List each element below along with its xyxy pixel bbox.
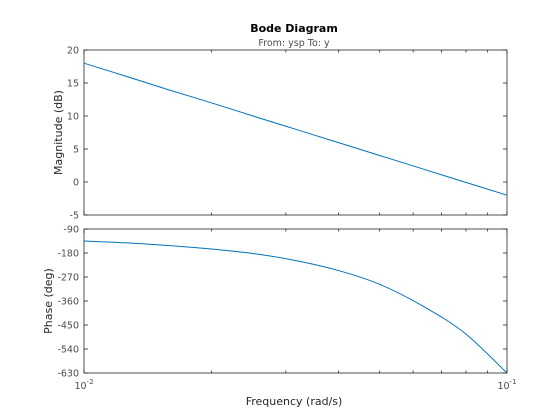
phase-y-axis-label: Phase (deg) bbox=[42, 268, 55, 334]
magnitude-series-line bbox=[83, 62, 508, 196]
magnitude-plot-area bbox=[83, 49, 508, 216]
phase-plot-area bbox=[83, 228, 508, 374]
chart-title: Bode Diagram bbox=[250, 22, 338, 35]
magnitude-y-tick-label: 0 bbox=[73, 178, 79, 189]
phase-series-line bbox=[83, 240, 508, 374]
phase-y-tick-label: -180 bbox=[57, 249, 79, 260]
x-tick-label: 10-1 bbox=[497, 378, 516, 392]
magnitude-y-tick-label: 5 bbox=[73, 145, 79, 156]
x-tick-label-base: 10 bbox=[74, 381, 86, 392]
x-tick-label-exponent: -2 bbox=[87, 378, 94, 386]
magnitude-y-tick-label: 15 bbox=[67, 79, 79, 90]
x-tick-label-base: 10 bbox=[497, 381, 509, 392]
x-axis-label: Frequency (rad/s) bbox=[246, 395, 343, 408]
phase-y-tick-label: -270 bbox=[57, 273, 79, 284]
phase-y-tick-label: -540 bbox=[57, 345, 79, 356]
chart-subtitle: From: ysp To: y bbox=[258, 38, 330, 49]
magnitude-y-tick-label: 20 bbox=[67, 46, 79, 57]
phase-y-tick-label: -90 bbox=[63, 225, 79, 236]
phase-y-tick-label: -630 bbox=[57, 369, 79, 380]
x-axis-ticks: 10-2 10-1 bbox=[74, 378, 516, 392]
magnitude-panel: 20 15 10 5 0 -5 Magnitude (dB) bbox=[52, 46, 508, 222]
phase-y-tick-label: -450 bbox=[57, 321, 79, 332]
magnitude-y-tick-label: -5 bbox=[70, 211, 79, 222]
magnitude-y-tick-label: 10 bbox=[67, 112, 79, 123]
x-tick-label: 10-2 bbox=[74, 378, 93, 392]
magnitude-y-axis-label: Magnitude (dB) bbox=[52, 90, 65, 175]
phase-y-tick-label: -360 bbox=[57, 297, 79, 308]
phase-panel: -90 -180 -270 -360 -450 -540 -630 Phase (deg) bbox=[42, 225, 508, 380]
x-tick-label-exponent: -1 bbox=[510, 378, 517, 386]
